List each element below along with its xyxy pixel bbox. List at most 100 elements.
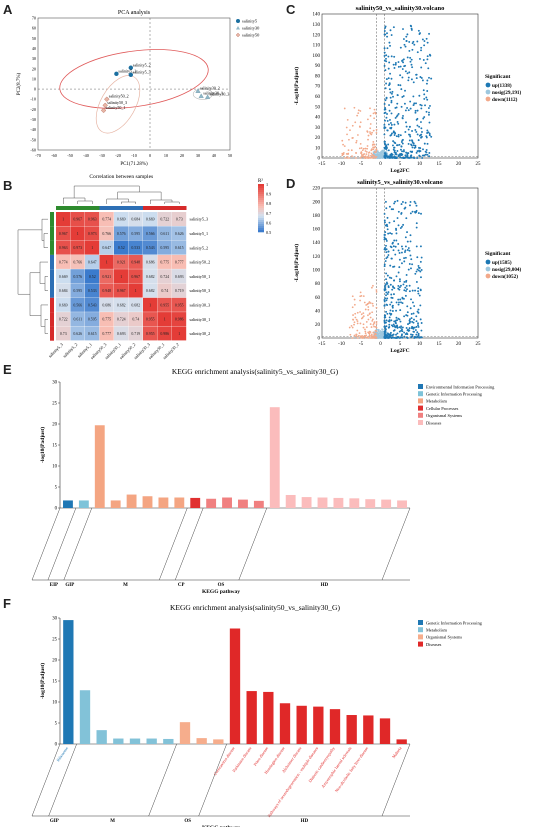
heatmap-cell-label: 0.74 <box>132 318 139 322</box>
volcano-point <box>398 301 400 304</box>
pca-ytick: -20 <box>30 107 36 112</box>
volcano-point <box>354 157 357 159</box>
kegg-group-label: OS <box>218 583 225 588</box>
pca-ellipse-salinity30 <box>192 88 213 100</box>
volcano-point <box>362 337 364 339</box>
volcano-point <box>375 320 378 323</box>
pca-legend-label: salinity5 <box>242 19 258 24</box>
volcano-point <box>356 322 359 325</box>
volcano-point <box>389 331 392 334</box>
volcano-point <box>413 43 416 46</box>
volcano-point <box>383 325 386 328</box>
volcano-point <box>390 55 393 58</box>
volcano-point <box>370 154 372 157</box>
volcano-point <box>369 302 372 304</box>
heatmap-legend-swatch <box>258 214 264 217</box>
volcano-point <box>396 94 399 96</box>
heatmap-cell-label: 0.684 <box>131 218 140 222</box>
pca-xlabel: PC1(71.28%) <box>120 162 148 167</box>
volcano-point <box>379 333 382 336</box>
volcano-point <box>400 145 403 148</box>
volcano-point <box>419 155 421 158</box>
heatmap-cell <box>172 226 187 241</box>
heatmap-row-label: salinity50_1 <box>190 274 211 279</box>
volcano-point <box>410 317 413 320</box>
volcano-xtick: 15 <box>437 342 443 347</box>
kegg-bar <box>296 705 307 744</box>
volcano-point <box>385 78 388 81</box>
volcano-point <box>397 271 400 274</box>
volcano-point <box>397 249 400 252</box>
volcano-point <box>395 229 398 231</box>
volcano-point <box>416 310 419 313</box>
volcano-point <box>419 260 422 263</box>
volcano-point <box>393 279 395 282</box>
pca-point-label: salinity50_1 <box>106 105 126 110</box>
volcano-point <box>402 28 404 30</box>
volcano-point <box>416 256 419 259</box>
volcano-point <box>373 325 376 328</box>
volcano-point <box>343 145 346 148</box>
volcano-point <box>364 330 367 333</box>
volcano-point <box>412 104 415 107</box>
heatmap-legend-swatch <box>258 216 264 219</box>
pca-xtick: 30 <box>196 153 200 158</box>
volcano-point <box>409 56 412 59</box>
volcano-point <box>394 106 397 109</box>
volcano-xtick: -5 <box>359 162 364 167</box>
correlation-heatmap: Correlation between samples 1 0.967 0.963 0.… <box>17 174 271 360</box>
volcano-point <box>392 323 395 326</box>
volcano-point <box>409 107 412 110</box>
volcano-point <box>405 336 408 339</box>
volcano-point <box>383 103 386 105</box>
volcano-point <box>379 330 382 333</box>
volcano-point <box>366 145 369 147</box>
volcano-point <box>419 150 422 152</box>
heatmap-cell-label: 0.986 <box>160 332 169 336</box>
volcano-point <box>348 138 350 141</box>
volcano-point <box>428 155 431 158</box>
heatmap-cell-label: 0.73 <box>176 218 183 222</box>
volcano-point <box>402 283 405 286</box>
pca-point <box>205 94 211 99</box>
volcano-point <box>388 333 391 336</box>
volcano-point <box>390 257 393 260</box>
volcano-xtick: -15 <box>319 342 326 347</box>
volcano-point <box>423 97 426 100</box>
heatmap-group-bar-left <box>50 254 54 270</box>
volcano-legend-label: nosig(29,191) <box>492 89 522 96</box>
volcano-point <box>395 336 398 339</box>
kegg-legend-label: Cellular Processes <box>426 406 459 411</box>
volcano-point <box>371 302 374 305</box>
heatmap-cell-label: 0.724 <box>160 275 169 279</box>
pca-xtick: 40 <box>212 153 216 158</box>
volcano-point <box>355 333 358 336</box>
kegg-bar <box>238 499 248 508</box>
kegg-ylabel: -log10(Padjust) <box>39 427 46 463</box>
volcano-point <box>343 107 346 110</box>
volcano-point <box>403 335 406 338</box>
volcano-point <box>383 330 386 333</box>
volcano-point <box>383 238 386 241</box>
heatmap-row-label: salinity30_3 <box>190 302 211 307</box>
volcano-point <box>415 315 418 318</box>
volcano-point <box>362 323 365 326</box>
kegg-bar <box>229 628 241 744</box>
heatmap-cell-label: 0.766 <box>102 232 111 236</box>
kegg-legend-label: Organismal Systems <box>426 635 462 640</box>
kegg-title: KEGG enrichment analysis(salinity50_vs_s… <box>170 603 340 612</box>
volcano-point <box>358 332 361 335</box>
volcano-point <box>426 142 429 145</box>
volcano-point <box>393 141 396 144</box>
kegg-bar <box>381 499 392 508</box>
volcano-point <box>425 151 428 154</box>
volcano-point <box>388 109 391 112</box>
volcano-point <box>360 147 363 149</box>
heatmap-cell-label: 1 <box>178 332 180 336</box>
volcano-xtick: 10 <box>417 342 423 347</box>
kegg-group-divider <box>31 507 61 581</box>
kegg-bar <box>346 715 357 744</box>
heatmap-legend-tick: 0.9 <box>266 192 271 197</box>
volcano-point <box>383 47 386 50</box>
kegg-bar <box>396 739 407 744</box>
